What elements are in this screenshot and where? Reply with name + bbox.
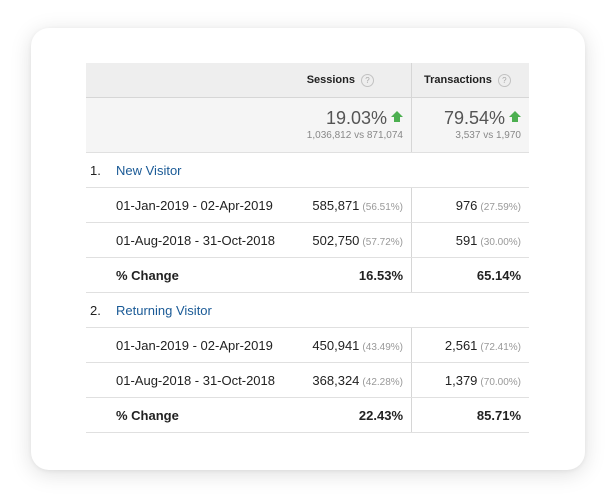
segment-row: 1. New Visitor [86,153,529,188]
help-icon[interactable]: ? [361,74,374,87]
sessions-header-label: Sessions [306,74,355,86]
table-row: 01-Aug-2018 - 31-Oct-2018 368,324 (42.28%… [86,363,529,398]
transactions-value: 591 (30.00%) [455,233,521,248]
transactions-comparison: 3,537 vs 1,970 [455,130,521,141]
transactions-cell: 1,379 (70.00%) [412,363,529,397]
transactions-cell: 2,561 (72.41%) [412,328,529,362]
sessions-change: 22.43% [358,408,403,423]
sessions-value: 450,941 (43.49%) [312,338,403,353]
transactions-change-value: 79.54% [444,108,521,129]
totals-row: 19.03% 1,036,812 vs 871,074 79.54% 3,537… [86,98,529,153]
date-range-label: 01-Aug-2018 - 31-Oct-2018 [116,373,275,388]
transactions-change: 65.14% [476,268,521,283]
segment-number: 2. [90,303,101,318]
date-range-label: 01-Aug-2018 - 31-Oct-2018 [116,233,275,248]
table-row: 01-Jan-2019 - 02-Apr-2019 450,941 (43.49%… [86,328,529,363]
table-header: Sessions? Transactions? [86,63,529,98]
segment-number: 1. [90,163,101,178]
sessions-column-header[interactable]: Sessions? [286,63,412,97]
change-label: % Change [116,268,179,283]
transactions-cell: 976 (27.59%) [412,188,529,222]
transactions-header-label: Transactions [424,74,492,86]
transactions-column-header[interactable]: Transactions? [412,63,529,97]
transactions-total-cell: 79.54% 3,537 vs 1,970 [412,98,529,152]
transactions-cell: 85.71% [412,398,529,432]
arrow-up-icon [509,111,521,122]
help-icon[interactable]: ? [497,74,511,87]
sessions-value: 368,324 (42.28%) [312,373,403,388]
change-row: % Change 22.43% 85.71% [86,398,529,433]
transactions-change: 85.71% [476,408,521,423]
sessions-value: 502,750 (57.72%) [312,233,403,248]
segment-link-new-visitor[interactable]: New Visitor [116,163,182,178]
sessions-cell: 450,941 (43.49%) [286,328,412,362]
table-row: 01-Aug-2018 - 31-Oct-2018 502,750 (57.72%… [86,223,529,258]
comparison-table: Sessions? Transactions? 19.03% 1,036,812… [86,63,529,433]
sessions-value: 585,871 (56.51%) [312,198,403,213]
transactions-value: 2,561 (72.41%) [444,338,521,353]
sessions-change: 16.53% [358,268,403,283]
transactions-value: 1,379 (70.00%) [444,373,521,388]
sessions-comparison: 1,036,812 vs 871,074 [306,130,403,141]
sessions-cell: 16.53% [286,258,412,292]
segment-row: 2. Returning Visitor [86,293,529,328]
transactions-value: 976 (27.59%) [455,198,521,213]
date-range-label: 01-Jan-2019 - 02-Apr-2019 [116,338,273,353]
change-label: % Change [116,408,179,423]
sessions-cell: 368,324 (42.28%) [286,363,412,397]
change-row: % Change 16.53% 65.14% [86,258,529,293]
transactions-cell: 65.14% [412,258,529,292]
sessions-cell: 22.43% [286,398,412,432]
arrow-up-icon [391,111,403,122]
sessions-cell: 502,750 (57.72%) [286,223,412,257]
transactions-cell: 591 (30.00%) [412,223,529,257]
segment-link-returning-visitor[interactable]: Returning Visitor [116,303,212,318]
sessions-change-value: 19.03% [326,108,403,129]
sessions-total-cell: 19.03% 1,036,812 vs 871,074 [286,98,412,152]
table-row: 01-Jan-2019 - 02-Apr-2019 585,871 (56.51%… [86,188,529,223]
sessions-cell: 585,871 (56.51%) [286,188,412,222]
date-range-label: 01-Jan-2019 - 02-Apr-2019 [116,198,273,213]
